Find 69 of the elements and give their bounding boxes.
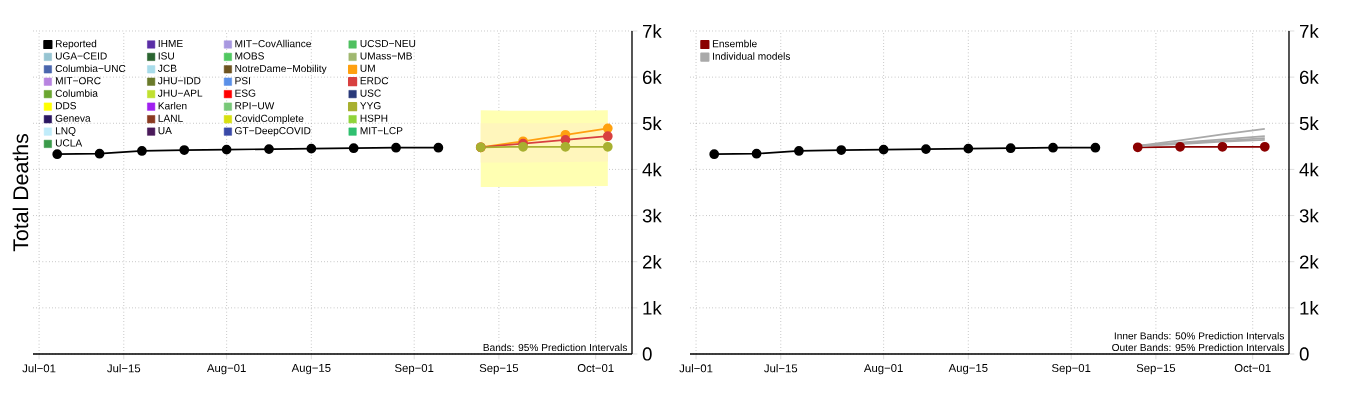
x-tick-label: Jul−01	[22, 364, 56, 373]
legend-label: YYG	[360, 102, 381, 110]
y-tick-label: 3k	[1299, 208, 1319, 223]
y-tick-label: 6k	[1299, 70, 1319, 84]
legend-label: ISU	[158, 52, 174, 60]
y-tick-label: 6k	[642, 70, 662, 84]
legend-label: Individual models	[713, 52, 791, 60]
x-tick-label: Jul−01	[679, 364, 713, 373]
legend-label: JCB	[157, 64, 177, 72]
legend-label: ESG	[235, 89, 256, 97]
x-tick-label: Oct−01	[1234, 364, 1271, 373]
legend-label: LANL	[158, 114, 183, 122]
x-tick-label: Aug−01	[206, 364, 246, 375]
legend-label: MIT−ORC	[55, 77, 101, 85]
legend-label: Columbia	[55, 89, 98, 97]
annotation: Inner Bands: 50% Prediction Intervals	[1114, 332, 1284, 340]
legend-label: USC	[360, 89, 381, 97]
legend-label: ERDC	[360, 77, 389, 85]
legend-label: Ensemble	[712, 39, 757, 48]
legend-label: Columbia−UNC	[55, 64, 126, 73]
legend-label: RPI−UW	[235, 102, 275, 110]
legend-label: UCSD−NEU	[360, 39, 416, 48]
x-tick-label: Sep−01	[395, 364, 434, 375]
legend-label: GT−DeepCOVID	[235, 127, 311, 137]
legend-label: HSPH	[360, 114, 388, 122]
legend-label: JHU−APL	[157, 89, 203, 97]
x-tick-label: Sep−01	[1052, 364, 1091, 375]
legend-label: NotreDame−Mobility	[235, 64, 327, 75]
legend-label: Geneva	[55, 114, 91, 122]
legend-label: UMass−MB	[360, 52, 412, 60]
x-tick-label: Oct−01	[577, 364, 614, 373]
y-tick-label: 1k	[1300, 301, 1319, 315]
y-tick-label: 5k	[642, 116, 662, 131]
legend-label: DDS	[55, 102, 77, 110]
legend-label: JHU−IDD	[157, 77, 201, 85]
y-tick-label: 7k	[1300, 24, 1319, 38]
x-tick-label: Jul−15	[107, 364, 141, 373]
legend-label: MIT−LCP	[360, 127, 403, 135]
x-tick-label: Aug−15	[948, 364, 988, 375]
y-tick-label: 0	[1299, 347, 1309, 361]
y-axis-title: Total Deaths	[12, 133, 29, 252]
x-tick-label: Aug−15	[291, 364, 331, 375]
y-tick-label: 0	[642, 347, 652, 361]
legend-label: IHME	[158, 39, 183, 47]
y-tick-label: 2k	[642, 254, 662, 269]
x-tick-label: Aug−01	[863, 364, 903, 375]
legend-label: MOBS	[235, 52, 264, 60]
legend-label: LNQ	[55, 127, 76, 137]
x-tick-label: Sep−15	[1136, 364, 1176, 375]
legend-label: PSI	[235, 77, 250, 85]
x-tick-label: Jul−15	[764, 364, 798, 373]
y-tick-label: 2k	[1299, 254, 1319, 269]
y-tick-label: 1k	[643, 301, 662, 315]
y-tick-label: 3k	[642, 208, 662, 223]
legend-label: UM	[360, 64, 375, 72]
annotation: Outer Bands: 95% Prediction Intervals	[1112, 343, 1284, 352]
y-tick-label: 4k	[642, 162, 662, 177]
y-tick-label: 5k	[1299, 116, 1319, 131]
legend-label: UA	[158, 127, 172, 135]
y-tick-label: 4k	[1299, 162, 1319, 177]
legend-label: UCLA	[55, 139, 83, 147]
legend-label: CovidComplete	[235, 114, 304, 124]
y-tick-label: 7k	[643, 24, 662, 38]
x-tick-label: Sep−15	[479, 364, 519, 375]
legend-label: Reported	[55, 39, 97, 50]
legend-label: Karlen	[158, 102, 187, 110]
legend-label: MIT−CovAlliance	[235, 39, 311, 48]
annotation: Bands: 95% Prediction Intervals	[483, 343, 628, 352]
legend-label: UGA−CEID	[55, 52, 107, 60]
